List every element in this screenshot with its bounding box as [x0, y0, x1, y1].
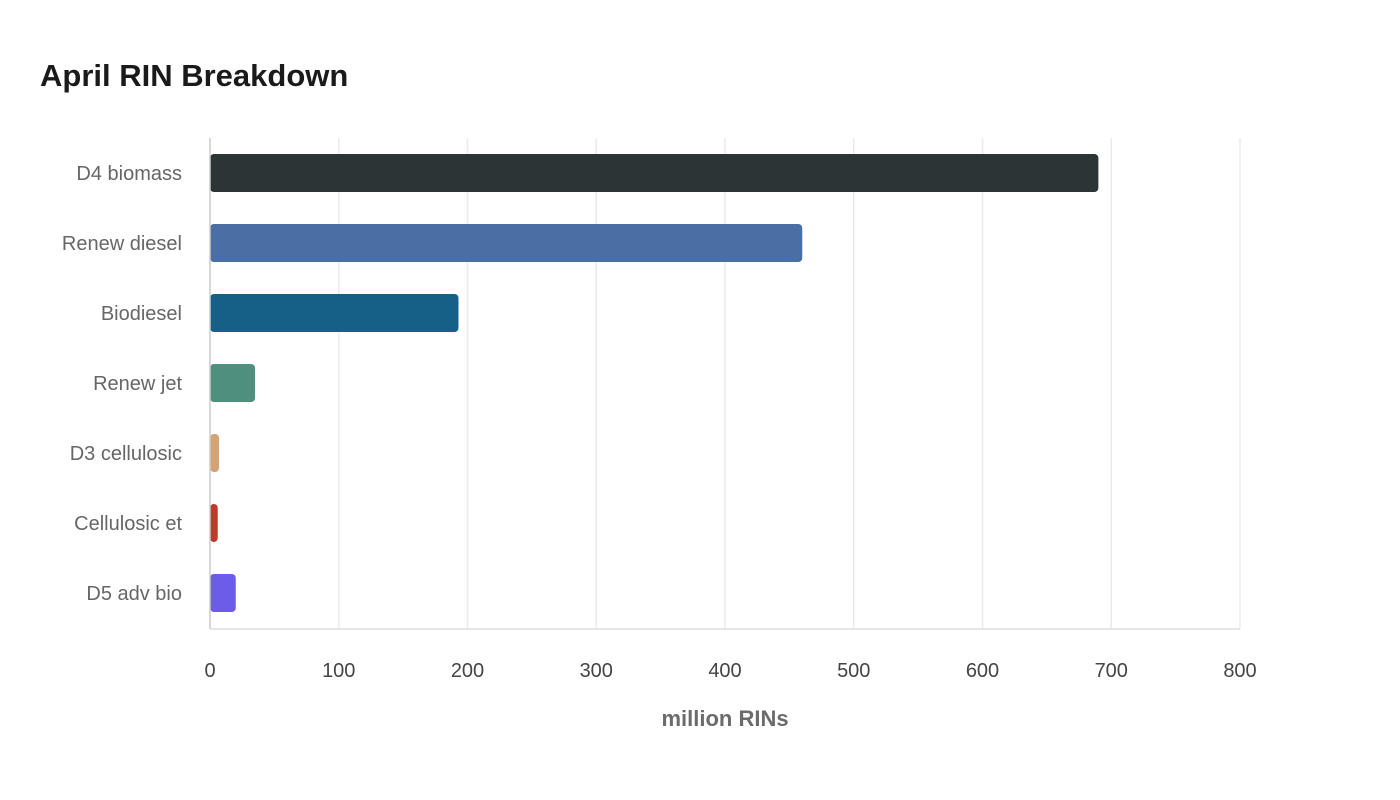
category-label: Renew jet — [93, 373, 182, 395]
gridlines — [338, 138, 1241, 629]
x-tick-label: 800 — [1223, 660, 1256, 682]
category-label: D4 biomass — [76, 163, 182, 185]
x-tick-label: 400 — [708, 660, 741, 682]
x-axis-title: million RINs — [661, 706, 788, 731]
bar — [210, 574, 236, 612]
bar — [210, 224, 803, 262]
x-tick-label: 100 — [322, 660, 355, 682]
bars — [210, 154, 1099, 612]
x-tick-labels: 0 100 200 300 400 500 600 700 800 — [204, 660, 1256, 682]
bar — [210, 364, 256, 402]
x-tick-label: 500 — [837, 660, 870, 682]
x-tick-label: 0 — [204, 660, 215, 682]
category-label: D3 cellulosic — [70, 443, 182, 465]
bar — [210, 294, 459, 332]
category-label: D5 adv bio — [86, 583, 182, 605]
bar — [210, 504, 218, 542]
chart-title: April RIN Breakdown — [40, 58, 349, 93]
category-label: Renew diesel — [62, 233, 182, 255]
x-tick-label: 300 — [580, 660, 613, 682]
x-tick-label: 700 — [1095, 660, 1128, 682]
bar — [210, 434, 220, 472]
category-labels: D4 biomass Renew diesel Biodiesel Renew jet… — [62, 163, 183, 605]
x-tick-label: 200 — [451, 660, 484, 682]
category-label: Cellulosic et — [74, 513, 182, 535]
bar — [210, 154, 1099, 192]
x-tick-label: 600 — [966, 660, 999, 682]
category-label: Biodiesel — [101, 303, 182, 325]
